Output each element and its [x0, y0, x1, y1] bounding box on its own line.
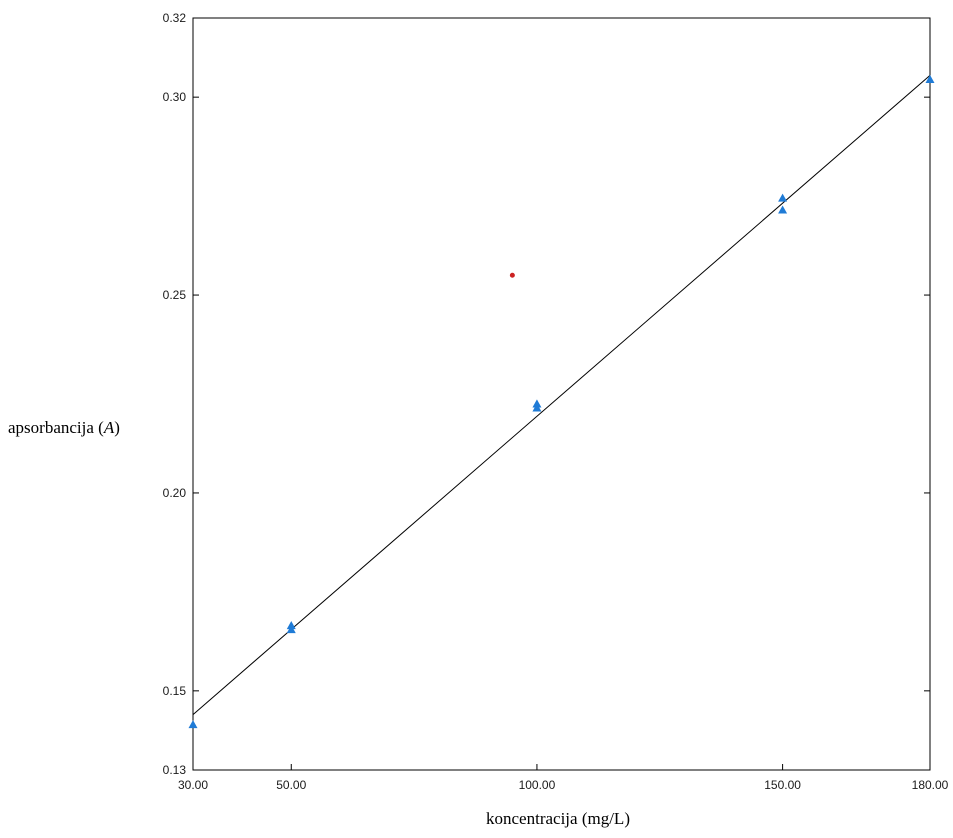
y-axis-title: apsorbancija (A)	[8, 418, 120, 437]
x-axis-title: koncentracija (mg/L)	[486, 809, 630, 828]
y-tick-label: 0.30	[163, 90, 187, 104]
x-tick-label: 150.00	[764, 778, 801, 792]
data-point-triangle	[925, 74, 935, 83]
data-point-triangle	[188, 719, 198, 729]
x-tick-label: 180.00	[912, 778, 949, 792]
data-point-triangle	[778, 205, 788, 214]
data-point-triangle	[778, 193, 788, 202]
x-tick-label: 30.00	[178, 778, 208, 792]
plot-area: 0.13 0.15 0.20 0.25 0.30 0.32 30.00 50.00 100.0…	[163, 11, 949, 792]
x-tick-label: 50.00	[276, 778, 306, 792]
data-point-triangle	[286, 624, 296, 634]
y-axis-title-symbol: A	[103, 418, 115, 437]
y-axis-title-suffix: )	[114, 418, 120, 437]
y-tick-label: 0.25	[163, 288, 187, 302]
data-points	[188, 74, 935, 729]
y-tick-label: 0.15	[163, 684, 187, 698]
plot-frame	[192, 17, 931, 771]
y-axis: 0.13 0.15 0.20 0.25 0.30 0.32	[163, 11, 930, 777]
y-tick-label: 0.20	[163, 486, 187, 500]
regression-line	[192, 75, 931, 715]
x-tick-label: 100.00	[519, 778, 556, 792]
y-tick-label: 0.32	[163, 11, 187, 25]
data-point-outlier	[509, 272, 515, 278]
x-axis: 30.00 50.00 100.00 150.00 180.00	[178, 764, 949, 792]
y-axis-title-prefix: apsorbancija (	[8, 418, 104, 437]
data-point-triangle	[532, 403, 542, 412]
y-tick-label: 0.13	[163, 763, 187, 777]
